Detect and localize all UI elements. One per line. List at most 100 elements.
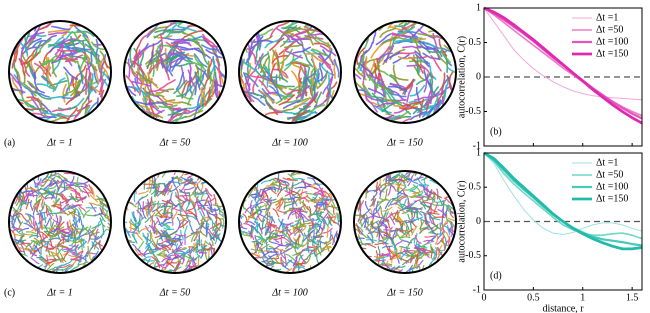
trajectory	[65, 90, 80, 105]
trajectory	[377, 226, 381, 238]
trajectory	[47, 31, 68, 36]
trajectory	[41, 198, 44, 210]
trajectory	[54, 38, 65, 56]
trajectory	[322, 200, 326, 211]
trajectory	[137, 201, 142, 212]
trajectory	[160, 60, 174, 77]
y-tick-label: 1	[476, 147, 481, 158]
trajectory	[319, 62, 324, 82]
trajectory	[268, 240, 280, 246]
trajectory	[89, 194, 98, 203]
trajectory	[248, 230, 255, 241]
trajectory	[9, 229, 16, 239]
trajectory	[432, 191, 436, 203]
x-tick-label: 1	[580, 292, 585, 303]
trajectory	[275, 83, 296, 88]
trajectory	[275, 91, 294, 98]
trajectory	[293, 105, 311, 115]
trajectory	[329, 192, 334, 204]
trajectory	[357, 50, 365, 70]
trajectory	[29, 189, 40, 196]
trajectory	[26, 187, 38, 192]
trajectory	[173, 171, 178, 175]
trajectory	[129, 227, 140, 233]
trajectory	[162, 96, 181, 104]
trajectory	[383, 234, 393, 241]
legend-label: Δt =50	[596, 24, 623, 35]
trajectory	[309, 216, 316, 227]
trajectory	[133, 40, 142, 59]
trajectory	[290, 171, 301, 176]
trajectory	[375, 181, 378, 193]
trajectory	[199, 206, 206, 217]
trajectory	[322, 227, 333, 234]
trajectory	[207, 231, 215, 241]
trajectory	[399, 236, 411, 239]
trajectory	[303, 64, 312, 82]
trajectory	[22, 233, 34, 236]
trajectory	[198, 235, 201, 247]
trajectory	[393, 40, 413, 45]
trajectory	[187, 210, 197, 218]
trajectory	[436, 188, 439, 200]
panel-caption: Δt = 50	[159, 287, 190, 298]
trajectory	[158, 79, 176, 90]
trajectory	[187, 87, 196, 106]
trajectory	[314, 196, 325, 201]
trajectory	[392, 110, 410, 122]
trajectory	[381, 253, 393, 257]
trajectory	[402, 101, 422, 107]
trajectory	[213, 222, 222, 231]
trajectory	[396, 187, 406, 195]
trajectory	[14, 43, 19, 63]
trajectory	[137, 240, 145, 251]
trajectory	[14, 193, 19, 205]
trajectory	[46, 209, 53, 220]
trajectory	[397, 30, 418, 34]
trajectory	[183, 190, 189, 202]
trajectory	[268, 253, 280, 258]
trajectory	[392, 64, 398, 84]
trajectory	[107, 215, 111, 227]
trajectory	[282, 222, 288, 233]
trajectory	[63, 172, 75, 175]
trajectory	[177, 213, 189, 217]
trajectory	[441, 238, 446, 249]
trajectory	[185, 206, 196, 212]
trajectory	[138, 212, 141, 224]
trajectory	[370, 43, 384, 59]
trajectory	[447, 217, 456, 223]
trajectory	[303, 232, 310, 243]
trajectory	[416, 252, 426, 261]
trajectory	[428, 257, 436, 267]
trajectory	[187, 253, 197, 261]
trajectory	[51, 25, 71, 31]
trajectory	[419, 184, 430, 191]
trajectory	[127, 58, 131, 78]
trajectory	[24, 241, 33, 250]
trajectory	[41, 258, 51, 267]
trajectory	[382, 245, 393, 249]
trajectory	[82, 34, 95, 51]
trajectory	[61, 94, 80, 100]
trajectory	[90, 186, 95, 198]
trajectory	[99, 217, 106, 228]
trajectory	[16, 75, 24, 95]
trajectory	[139, 227, 150, 233]
series-line	[483, 151, 643, 251]
panel-caption: Δt = 50	[159, 137, 190, 148]
trajectory	[213, 194, 217, 205]
trajectory	[367, 59, 376, 78]
trajectory	[428, 211, 440, 215]
trajectory	[261, 212, 268, 223]
trajectory	[197, 47, 209, 65]
trajectory	[201, 217, 205, 229]
trajectory	[84, 225, 92, 235]
trajectory	[247, 91, 266, 100]
trajectory	[71, 217, 80, 226]
trajectory	[397, 26, 416, 35]
trajectory	[52, 77, 66, 93]
trajectory	[16, 201, 22, 213]
trajectory	[194, 76, 200, 96]
trajectory	[46, 207, 54, 217]
